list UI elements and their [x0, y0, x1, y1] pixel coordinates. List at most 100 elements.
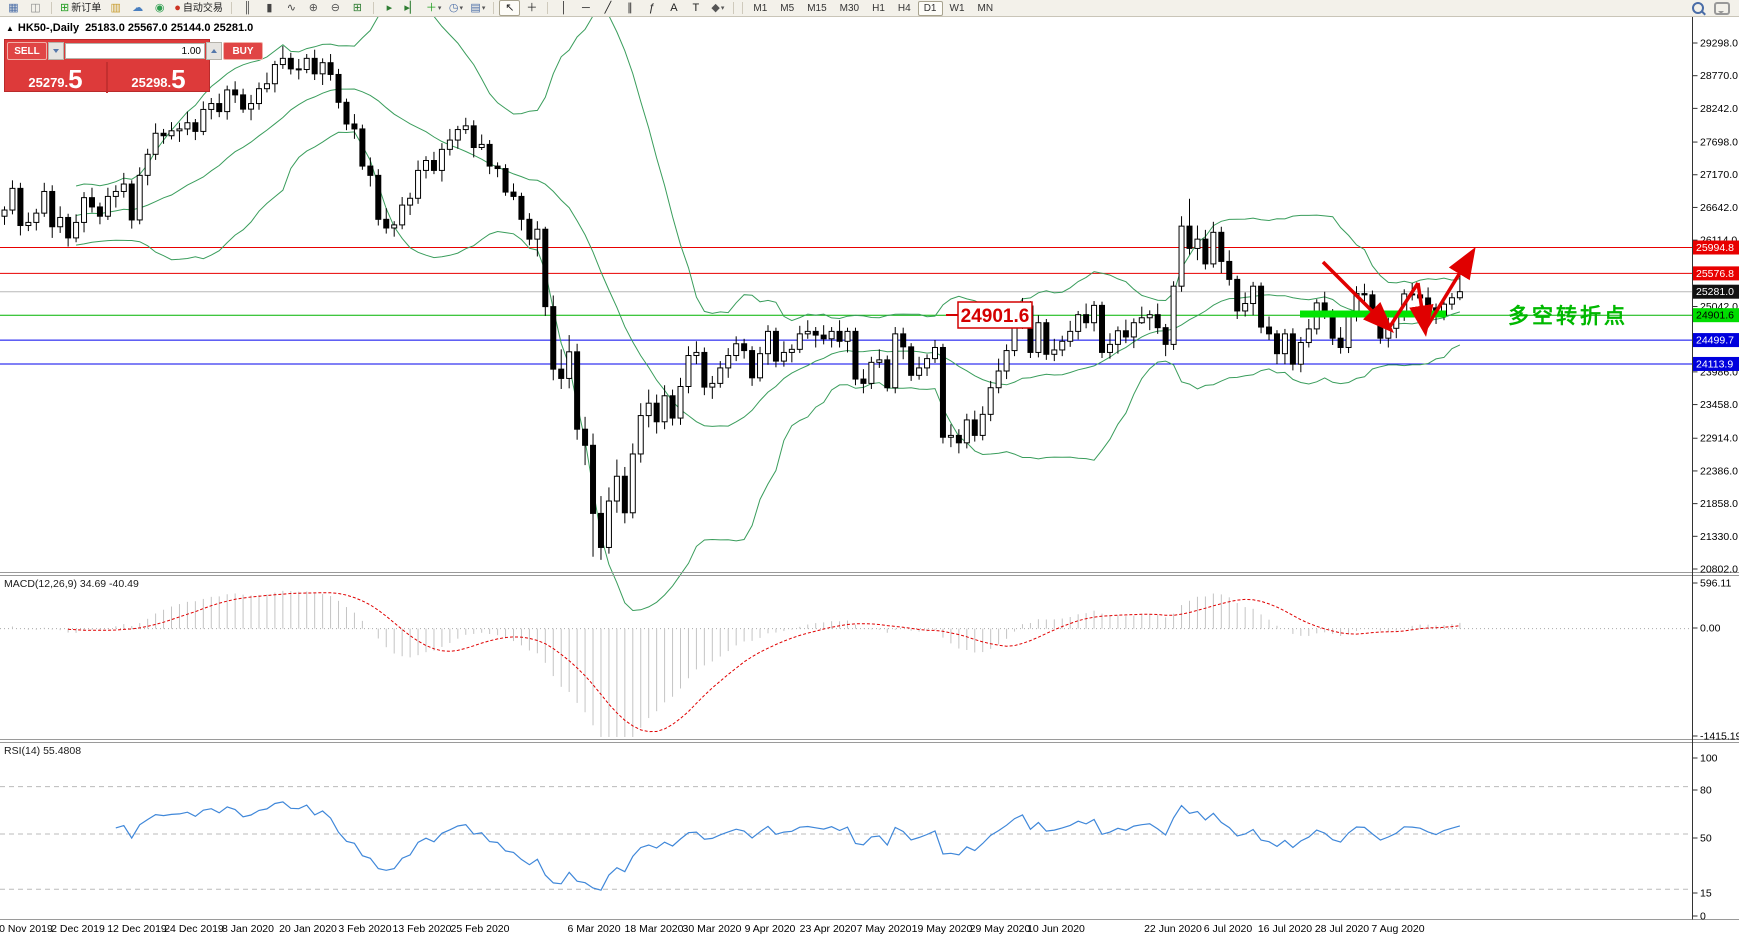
toolbar-separator: [742, 2, 744, 14]
price-annotation: 24901.6: [946, 301, 1033, 329]
text-icon[interactable]: A: [670, 1, 678, 14]
svg-text:21330.0: 21330.0: [1700, 531, 1738, 543]
svg-text:29 May 2020: 29 May 2020: [970, 923, 1031, 935]
svg-text:50: 50: [1700, 833, 1712, 845]
svg-text:80: 80: [1700, 785, 1712, 797]
svg-text:28 Jul 2020: 28 Jul 2020: [1315, 923, 1369, 935]
svg-text:29298.0: 29298.0: [1700, 38, 1738, 50]
volume-down-button[interactable]: [48, 42, 64, 60]
new-chart-icon[interactable]: ▦: [8, 1, 19, 14]
svg-text:18 Mar 2020: 18 Mar 2020: [625, 923, 684, 935]
trendline-icon[interactable]: ╱: [604, 1, 612, 14]
auto-scroll-icon[interactable]: ▸: [386, 1, 393, 14]
rsi-indicator: 100 80 50 15 0: [0, 753, 1718, 923]
ohlc-values: 25183.0 25567.0 25144.0 25281.0: [85, 22, 254, 34]
vline-icon[interactable]: │: [560, 1, 568, 14]
navigator-icon[interactable]: ◉: [154, 1, 165, 14]
macd-indicator-label: MACD(12,26,9) 34.69 -40.49: [4, 578, 139, 590]
timeframe-w1[interactable]: W1: [949, 2, 965, 14]
svg-text:23458.0: 23458.0: [1700, 399, 1738, 411]
buy-price[interactable]: 25298. 5: [131, 64, 186, 94]
svg-text:27698.0: 27698.0: [1700, 137, 1738, 149]
indicators-icon[interactable]: ＋ ▾: [425, 1, 442, 14]
svg-text:28242.0: 28242.0: [1700, 103, 1738, 115]
toolbar-separator: [230, 2, 232, 14]
svg-text:0.00: 0.00: [1700, 623, 1721, 635]
svg-text:0: 0: [1700, 911, 1706, 923]
timeframe-h4[interactable]: H4: [897, 2, 911, 14]
new-order-icon[interactable]: ⊞ 新订单: [60, 1, 102, 14]
zoom-out-icon[interactable]: ⊖: [330, 1, 340, 14]
collapse-icon[interactable]: ▲: [6, 24, 14, 33]
bollinger-bands: [75, 0, 1461, 612]
one-click-trading-panel: SELL BUY 25279.5 25298.5: [4, 39, 263, 94]
cursor-icon[interactable]: ↖: [499, 0, 521, 16]
timeframe-m5[interactable]: M5: [780, 2, 795, 14]
periods-icon[interactable]: ◷ ▾: [448, 1, 463, 14]
rsi-indicator-label: RSI(14) 55.4808: [4, 745, 82, 757]
svg-text:25576.8: 25576.8: [1696, 268, 1734, 280]
svg-text:21858.0: 21858.0: [1700, 498, 1738, 510]
toolbar-separator: [547, 2, 549, 14]
svg-text:596.11: 596.11: [1700, 578, 1731, 590]
sell-price[interactable]: 25279. 5: [28, 64, 83, 94]
svg-text:24499.7: 24499.7: [1696, 335, 1734, 347]
pane-separators: [0, 16, 1739, 920]
svg-text:16 Jul 2020: 16 Jul 2020: [1258, 923, 1312, 935]
bar-chart-icon[interactable]: ║: [243, 1, 252, 14]
timeframe-d1[interactable]: D1: [917, 0, 943, 16]
svg-text:30 Mar 2020: 30 Mar 2020: [683, 923, 742, 935]
chevron-down-icon: ▾: [459, 4, 463, 12]
svg-text:-1415.19: -1415.19: [1700, 731, 1739, 743]
profiles-icon[interactable]: ◫: [30, 1, 41, 14]
fibonacci-icon[interactable]: ƒ: [648, 1, 655, 14]
svg-text:25994.8: 25994.8: [1696, 242, 1734, 254]
svg-text:25 Feb 2020: 25 Feb 2020: [451, 923, 510, 935]
price-divider: [106, 62, 108, 93]
svg-text:24113.9: 24113.9: [1696, 358, 1733, 370]
svg-text:20 Jan 2020: 20 Jan 2020: [279, 923, 337, 935]
svg-text:19 May 2020: 19 May 2020: [912, 923, 973, 935]
search-icon[interactable]: [1692, 2, 1704, 14]
data-window-icon[interactable]: ☁: [132, 1, 144, 14]
volume-input[interactable]: [65, 43, 205, 59]
zoom-in-icon[interactable]: ⊕: [308, 1, 318, 14]
timeframe-mn[interactable]: MN: [977, 2, 994, 14]
autotrading-icon[interactable]: ● 自动交易: [174, 1, 223, 14]
timeframe-m1[interactable]: M1: [753, 2, 768, 14]
line-chart-icon[interactable]: ∿: [286, 1, 296, 14]
buy-button[interactable]: BUY: [223, 42, 263, 60]
svg-text:22914.0: 22914.0: [1700, 433, 1738, 445]
market-watch-icon[interactable]: ▥: [110, 1, 121, 14]
chart-title: ▲ HK50-,Daily 25183.0 25567.0 25144.0 2528…: [6, 22, 253, 34]
pivot-annotation-text: 多空转折点: [1508, 304, 1628, 328]
toolbar-buttons: ▦ ◫ ⊞ 新订单 ▥ ☁ ◉ ● 自动交易 ║ ▮ ∿ ⊕ ⊖ ⊞ ▸ ▸▏ ＋ ▾ ◷ ▾ ▤ ▾ ↖ ＋ │ ─ ╱ ∥ ƒ A T ◆ ▾: [3, 0, 738, 16]
sell-button[interactable]: SELL: [7, 42, 47, 60]
timeframe-m15[interactable]: M15: [807, 2, 827, 14]
timeframe-m30[interactable]: M30: [839, 2, 860, 14]
templates-icon[interactable]: ▤ ▾: [470, 1, 486, 14]
channel-icon[interactable]: ∥: [627, 1, 633, 14]
chevron-down-icon: ▾: [437, 4, 442, 12]
chart-shift-icon[interactable]: ▸▏: [404, 1, 419, 14]
candlestick-icon[interactable]: ▮: [266, 1, 273, 14]
macd-indicator: 596.11 0.00 -1415.19: [0, 578, 1739, 743]
volume-up-button[interactable]: [206, 42, 222, 60]
shapes-icon[interactable]: ◆ ▾: [711, 1, 725, 14]
chat-icon[interactable]: [1714, 1, 1730, 15]
svg-text:20 Nov 2019: 20 Nov 2019: [0, 923, 53, 935]
crosshair-icon[interactable]: ＋: [526, 1, 538, 14]
svg-text:22 Jun 2020: 22 Jun 2020: [1144, 923, 1202, 935]
svg-text:10 Jun 2020: 10 Jun 2020: [1027, 923, 1085, 935]
svg-text:12 Dec 2019: 12 Dec 2019: [107, 923, 167, 935]
chevron-down-icon: ▾: [481, 4, 486, 12]
tile-windows-icon[interactable]: ⊞: [352, 1, 362, 14]
symbol-period-label: HK50-,Daily: [17, 22, 80, 34]
timeframe-h1[interactable]: H1: [872, 2, 885, 14]
svg-text:100: 100: [1700, 753, 1718, 765]
label-icon[interactable]: T: [692, 1, 700, 14]
hline-icon[interactable]: ─: [581, 1, 590, 14]
